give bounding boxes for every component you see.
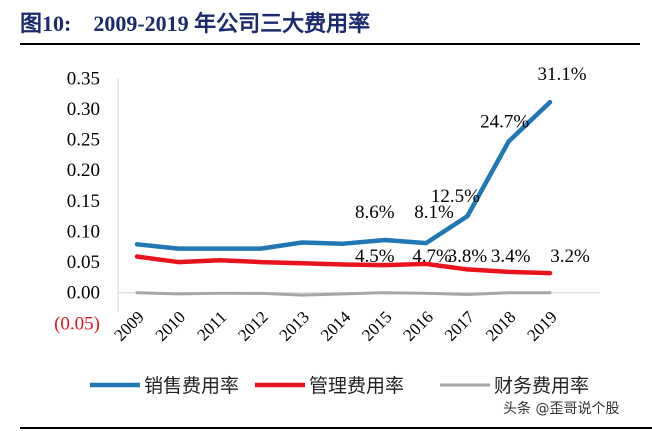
data-label: 24.7%	[480, 111, 529, 132]
x-tick-label: 2019	[523, 307, 560, 344]
series-line-3	[135, 291, 552, 297]
data-label: 3.8%	[448, 246, 488, 267]
legend-label-3: 财务费用率	[494, 375, 589, 397]
y-tick-label: 0.00	[67, 283, 100, 304]
watermark: 头条 @歪哥说个股	[503, 401, 620, 417]
y-tick-label: 0.15	[67, 191, 100, 212]
series-line-2	[134, 254, 553, 276]
y-tick-label: 0.25	[67, 130, 100, 151]
y-tick-label: 0.35	[67, 68, 100, 89]
data-label: 12.5%	[431, 186, 480, 207]
x-tick-label: 2016	[399, 307, 436, 344]
x-tick-label: 2018	[482, 307, 519, 344]
series-line-1	[134, 99, 553, 251]
y-tick-label: (0.05)	[54, 313, 100, 334]
x-tick-label: 2010	[152, 307, 189, 344]
bottom-rule	[20, 427, 652, 429]
x-tick-label: 2009	[110, 307, 147, 344]
data-label: 31.1%	[537, 64, 586, 85]
data-label: 8.1%	[414, 202, 454, 223]
y-tick-label: 0.10	[67, 221, 100, 242]
data-label: 3.2%	[550, 246, 590, 267]
y-tick-label: 0.30	[67, 99, 100, 120]
legend-label-2: 管理费用率	[309, 375, 404, 397]
data-label: 4.7%	[412, 246, 452, 267]
data-label: 3.4%	[491, 246, 531, 267]
legend-label-1: 销售费用率	[144, 375, 239, 397]
y-tick-label: 0.05	[67, 252, 100, 273]
x-tick-label: 2011	[193, 307, 230, 344]
x-tick-label: 2017	[441, 307, 479, 345]
figure-title: 图10: 2009-2019 年公司三大费用率	[20, 11, 371, 36]
data-label: 4.5%	[355, 246, 395, 267]
y-tick-label: 0.20	[67, 160, 100, 181]
x-tick-label: 2012	[234, 307, 271, 344]
x-tick-label: 2015	[358, 307, 395, 344]
data-label: 8.6%	[355, 202, 395, 223]
x-tick-label: 2013	[276, 307, 313, 344]
title-rule	[20, 43, 640, 45]
x-tick-label: 2014	[317, 307, 355, 345]
